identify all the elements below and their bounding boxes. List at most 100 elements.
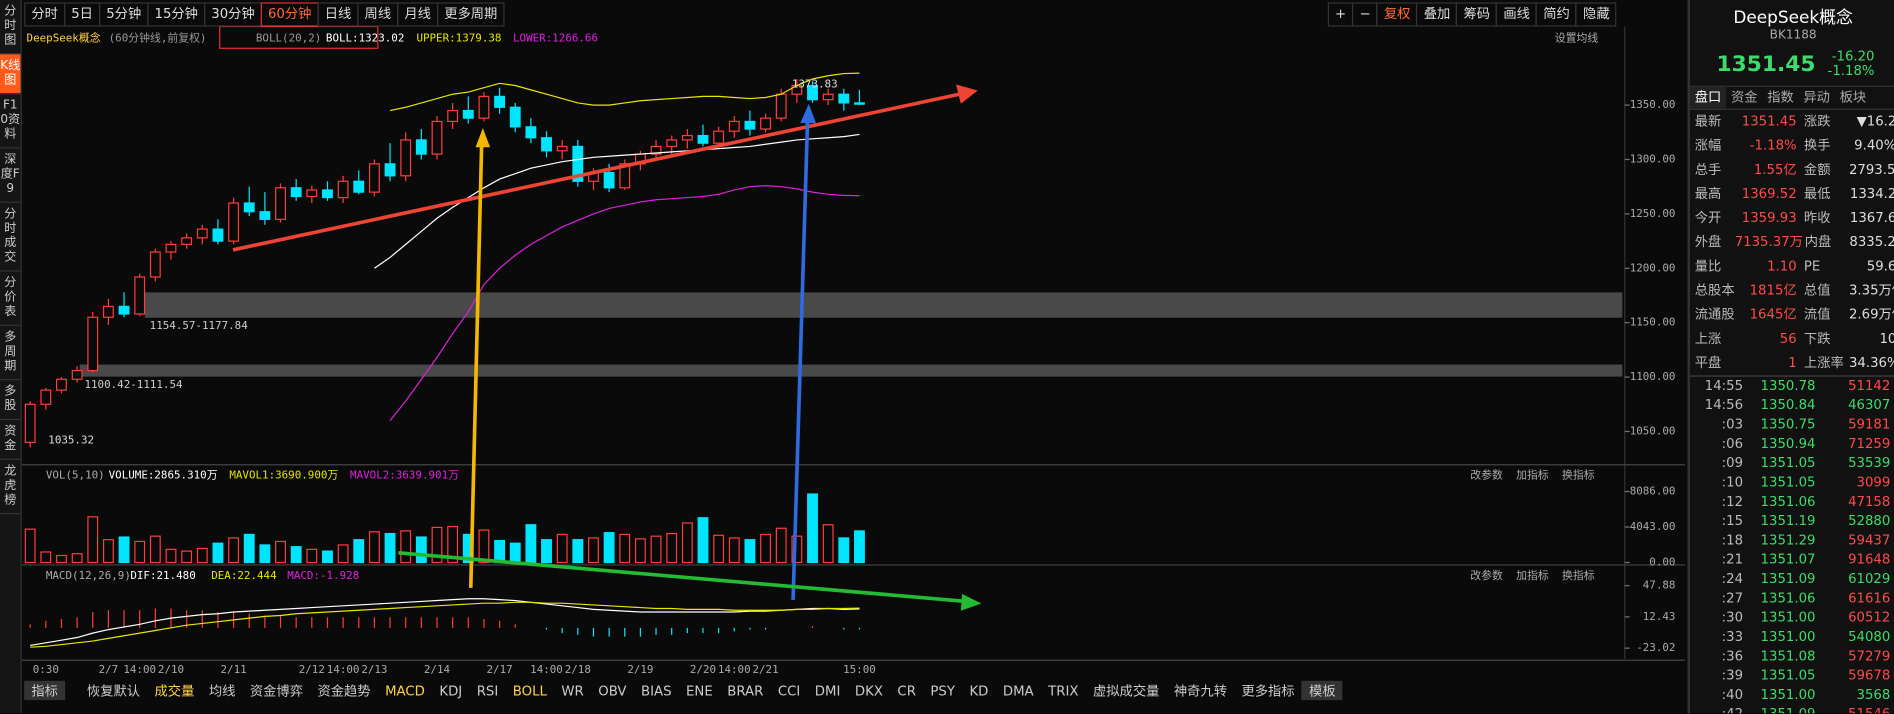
panel-button[interactable]: 加指标 — [1516, 568, 1549, 582]
indicator-tab[interactable]: DMA — [1002, 682, 1034, 699]
trade-price: 1351.29 — [1760, 532, 1816, 549]
sidebar-item[interactable]: 龙虎榜 — [0, 460, 21, 515]
period-button[interactable]: 更多周期 — [436, 2, 505, 27]
panel-button[interactable]: 换指标 — [1562, 568, 1595, 582]
period-button[interactable]: 5分钟 — [98, 2, 149, 27]
trade-volume: 59181 — [1848, 416, 1891, 433]
zone-label: 1100.42-1111.54 — [84, 378, 183, 391]
sidebar-item[interactable]: F10资料 — [0, 94, 21, 149]
panel-button[interactable]: 改参数 — [1470, 568, 1503, 582]
trade-price: 1351.06 — [1760, 590, 1816, 606]
panel-tab[interactable]: 盘口 — [1689, 86, 1727, 109]
period-button[interactable]: 15分钟 — [147, 2, 206, 27]
trade-row: :15 1351.19 52880 — [1690, 512, 1894, 531]
sidebar-item[interactable]: 多周期 — [0, 326, 21, 381]
indicator-tab[interactable]: CCI — [777, 682, 801, 699]
trade-row: :10 1351.05 3099 — [1690, 473, 1894, 492]
panel-button[interactable]: 改参数 — [1470, 468, 1503, 482]
tool-button[interactable]: 叠加 — [1416, 2, 1458, 27]
period-button[interactable]: 30分钟 — [203, 2, 262, 27]
quote-row: 量比 1.10 PE 59.6 — [1690, 255, 1894, 279]
indicator-tab[interactable]: 更多指标 — [1241, 683, 1295, 699]
trade-row: :21 1351.07 91648 — [1690, 550, 1894, 569]
indicator-tab[interactable]: PSY — [930, 682, 955, 699]
panel-button[interactable]: 换指标 — [1562, 468, 1595, 482]
sidebar-item[interactable]: 分时图 — [0, 0, 21, 55]
candle-body — [462, 109, 474, 119]
x-tick-label: 0:30 — [33, 663, 59, 676]
trade-time: 14:56 — [1704, 397, 1744, 413]
indicator-tab[interactable]: 虚拟成交量 — [1092, 683, 1160, 699]
period-button[interactable]: 5日 — [63, 2, 101, 27]
indicator-tab[interactable]: RSI — [476, 682, 499, 699]
indicator-tab[interactable]: 神奇九转 — [1173, 683, 1227, 699]
volume-bar — [56, 554, 67, 564]
panel-tab[interactable]: 指数 — [1767, 89, 1794, 106]
indicator-tab[interactable]: 模板 — [1301, 680, 1343, 701]
period-button[interactable]: 分时 — [24, 2, 66, 27]
indicator-tab[interactable]: 资金博弈 — [249, 683, 303, 699]
candle-body — [290, 187, 302, 198]
tool-button[interactable]: − — [1352, 2, 1378, 27]
indicator-tab[interactable]: BRAR — [727, 682, 764, 699]
indicator-tab[interactable]: WR — [561, 682, 584, 699]
quote-label: 外盘 — [1694, 234, 1722, 250]
period-button[interactable]: 月线 — [397, 2, 439, 27]
indicator-tab[interactable]: BOLL — [512, 682, 547, 699]
tool-button[interactable]: 简约 — [1535, 2, 1578, 27]
sidebar-item[interactable]: 多股 — [0, 380, 21, 421]
candle-body — [431, 120, 443, 155]
volume-bar — [102, 539, 114, 564]
sidebar-item[interactable]: 分价表 — [0, 272, 21, 326]
plot: 1050.00 1100.00 1150.00 1200.00 1250.00 1300.… — [24, 72, 1675, 676]
indicator-tab[interactable]: 均线 — [208, 683, 236, 699]
tool-button[interactable]: 画线 — [1496, 2, 1538, 27]
candle-body — [275, 187, 286, 220]
candle-body — [681, 134, 693, 141]
indicator-tab[interactable]: OBV — [598, 682, 627, 699]
indicator-tab[interactable]: CR — [897, 682, 916, 699]
indicator-tab[interactable]: DKX — [854, 682, 883, 699]
indicator-tab[interactable]: 恢复默认 — [86, 683, 141, 699]
indicator-tab[interactable]: BIAS — [640, 682, 672, 699]
volume-bar — [838, 537, 850, 564]
indicator-tab[interactable]: 指标 — [24, 680, 66, 701]
trend-arrow — [468, 144, 484, 588]
indicator-tab[interactable]: 成交量 — [154, 683, 195, 699]
quote-label: 涨跌 — [1803, 113, 1831, 130]
indicator-tab[interactable]: MACD — [385, 682, 425, 699]
indicator-tab[interactable]: 资金趋势 — [317, 683, 371, 699]
sidebar-item[interactable]: 分时成交 — [0, 203, 21, 272]
tool-button[interactable]: 隐藏 — [1575, 2, 1617, 27]
sidebar-item[interactable]: K线图 — [0, 54, 21, 95]
settings-button[interactable]: 设置均线 — [1555, 31, 1599, 45]
panel-tab[interactable]: 板块 — [1839, 89, 1867, 106]
boll-line — [389, 72, 860, 112]
volume-bar — [40, 551, 52, 564]
indicator-tab[interactable]: ENE — [686, 682, 713, 699]
tool-button[interactable]: 复权 — [1376, 2, 1418, 27]
tool-button[interactable]: 筹码 — [1456, 2, 1498, 27]
x-tick-label: 14:00 — [530, 663, 563, 676]
sidebar-item[interactable]: 深度F9 — [0, 148, 21, 203]
drawings — [232, 84, 982, 611]
volume-bar — [697, 517, 709, 564]
indicator-tab[interactable]: TRIX — [1048, 682, 1079, 699]
indicator-tab[interactable]: KD — [969, 682, 989, 699]
volume-bar — [791, 535, 803, 564]
period-button[interactable]: 日线 — [317, 2, 359, 27]
trade-time: :40 — [1721, 686, 1744, 703]
indicator-tab[interactable]: DMI — [814, 682, 841, 699]
period-button[interactable]: 周线 — [357, 2, 399, 27]
indicator-tab[interactable]: KDJ — [439, 682, 463, 699]
period-button[interactable]: 60分钟 — [260, 2, 319, 27]
panel-header: MAVOL2:3639.901万 — [350, 469, 459, 482]
trade-time: :33 — [1721, 628, 1744, 645]
panel-tab[interactable]: 资金 — [1730, 89, 1758, 106]
tool-button[interactable]: + — [1327, 2, 1354, 27]
sidebar-item[interactable]: 资金 — [0, 420, 21, 460]
panel-button[interactable]: 加指标 — [1516, 468, 1549, 482]
panel-tab[interactable]: 异动 — [1803, 89, 1830, 106]
volume-bar — [290, 546, 302, 564]
volume-bar — [822, 524, 834, 564]
